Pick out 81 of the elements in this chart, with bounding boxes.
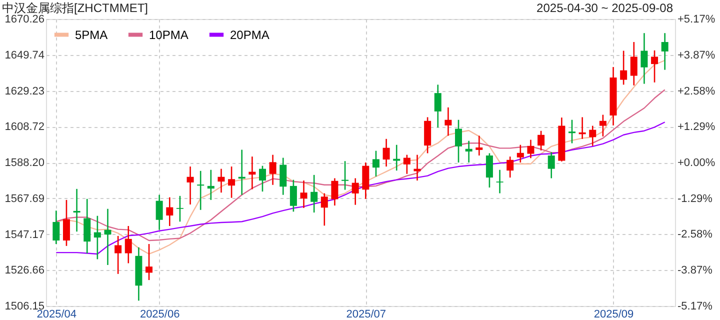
candlestick <box>476 135 483 156</box>
candlestick <box>599 114 606 138</box>
candlestick <box>104 208 112 266</box>
candlestick <box>331 178 338 206</box>
candlestick <box>114 235 122 275</box>
y-tick-label: 1608.72 <box>4 121 44 134</box>
candlestick <box>207 169 214 201</box>
candlestick <box>280 157 287 196</box>
candlestick <box>62 199 70 247</box>
candlestick <box>516 144 524 164</box>
candlestick <box>362 162 370 200</box>
y-tick-label: 1547.17 <box>4 228 44 241</box>
y2-tick-label: +3.87% <box>678 50 716 62</box>
y2-tick-label: -5.17% <box>678 300 713 312</box>
candlestick <box>166 196 174 227</box>
candlestick <box>124 225 132 264</box>
candlestick <box>94 215 101 260</box>
candlestick <box>465 140 472 164</box>
candlestick <box>320 192 328 226</box>
legend-label: 10PMA <box>149 28 188 42</box>
y-tick-label: 1649.74 <box>4 49 44 62</box>
candlestick <box>84 198 91 254</box>
y-tick-label: 1588.20 <box>4 157 44 170</box>
y-tick-label: 1526.66 <box>4 264 44 277</box>
candlestick <box>310 174 318 214</box>
y-tick-label: 1629.23 <box>4 85 44 98</box>
candlestick <box>486 152 493 188</box>
x-tick-label: 2025/04 <box>36 308 77 320</box>
candlestick <box>414 154 421 182</box>
candlestick <box>661 32 668 70</box>
y2-tick-label: -2.58% <box>678 228 713 241</box>
y2-tick-label: +1.29% <box>678 121 716 134</box>
candlestick <box>434 84 442 128</box>
candlestick <box>444 106 452 136</box>
candlestick <box>197 170 204 211</box>
legend-label: 5PMA <box>75 28 108 42</box>
line-series <box>56 122 666 255</box>
candlestick <box>527 139 534 159</box>
candlestick <box>248 156 256 190</box>
candlestick <box>620 50 628 86</box>
x-tick-label: 2025/07 <box>346 308 386 320</box>
y-tick-label: 1670.26 <box>4 14 44 26</box>
candlestick <box>352 178 359 206</box>
candlestick <box>290 179 297 212</box>
y2-tick-label: +2.58% <box>678 85 716 98</box>
candlestick <box>269 154 276 186</box>
y-tick-label: 1567.69 <box>4 192 44 205</box>
candlestick <box>393 144 400 172</box>
candlestick <box>52 210 60 245</box>
chart-subtitle: 2025-04-30 ~ 2025-09-08 <box>536 1 674 15</box>
candlestick <box>506 156 514 178</box>
x-tick-label: 2025/09 <box>594 308 634 320</box>
y2-tick-label: -1.29% <box>678 192 713 205</box>
candlestick <box>156 194 163 230</box>
candlestick <box>651 50 658 84</box>
legend-label: 20PMA <box>230 28 270 42</box>
candlestick <box>372 150 380 178</box>
candlestick <box>382 138 390 168</box>
candlestick <box>403 154 410 175</box>
chart-title: 中汉金属综指[ZHCTMMET] <box>2 1 148 15</box>
y2-tick-label: -3.87% <box>678 264 713 276</box>
candlestick <box>342 160 349 190</box>
candlestick <box>455 119 462 164</box>
candlestick <box>630 41 638 86</box>
candlestick <box>589 125 596 147</box>
candlestick <box>496 169 504 194</box>
candlestick <box>640 32 648 84</box>
y2-tick-label: +0.00% <box>678 157 716 169</box>
candlestick <box>176 195 184 222</box>
candlestick <box>258 165 266 192</box>
y2-tick-label: +5.17% <box>678 14 716 26</box>
candlestick <box>218 168 225 194</box>
candlestick <box>300 180 308 209</box>
candlestick <box>548 152 555 179</box>
candlestick <box>146 243 153 281</box>
candlestick <box>186 166 194 206</box>
x-tick-label: 2025/06 <box>140 308 180 320</box>
candlestick <box>538 130 545 152</box>
candlestick <box>73 188 80 232</box>
candlestick <box>228 166 236 198</box>
candlestick <box>568 119 576 144</box>
